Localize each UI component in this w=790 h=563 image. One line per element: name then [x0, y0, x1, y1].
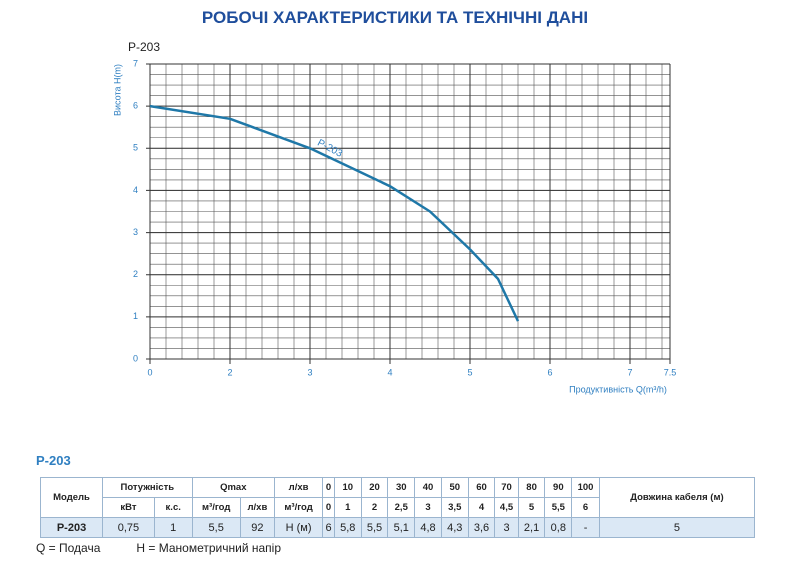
x-tick-label: 2: [227, 367, 232, 377]
subheader-cell: 0: [322, 497, 335, 518]
data-cell: H (м): [273, 517, 324, 538]
data-cell: 0,8: [544, 517, 573, 538]
subheader-cell: л/хв: [239, 497, 275, 518]
y-tick-label: 0: [133, 353, 138, 363]
data-cell: 1: [153, 517, 193, 538]
data-cell: 5,1: [387, 517, 416, 538]
footer: Q = Подача H = Манометричний напір: [36, 541, 317, 555]
x-tick-label: 7.5: [664, 367, 677, 377]
subheader-cell: 4,5: [494, 497, 519, 518]
header-cell: 70: [494, 477, 519, 498]
subheader-row: кВт к.с. м³/год л/хв м³/год 0 1 2 2,5 3 3,5 4 4,5 5 5,…: [41, 497, 755, 518]
data-cell: 4,8: [414, 517, 442, 538]
x-tick-label: 4: [387, 367, 392, 377]
header-cell: Потужність: [102, 477, 193, 498]
subheader-cell: 2,5: [387, 497, 416, 518]
subheader-cell: 4: [467, 497, 496, 518]
header-cell: 90: [544, 477, 573, 498]
footer-note: H = Манометричний напір: [136, 541, 281, 555]
data-cell: 4,3: [440, 517, 469, 538]
data-cell: 5,8: [333, 517, 362, 538]
x-tick-label: 5: [467, 367, 472, 377]
x-tick-label: 3: [307, 367, 312, 377]
header-cell: 60: [467, 477, 496, 498]
subheader-cell: 5: [517, 497, 546, 518]
y-tick-label: 3: [133, 227, 138, 237]
footer-note: Q = Подача: [36, 541, 101, 555]
subheader-cell: 1: [333, 497, 362, 518]
header-cell: л/хв: [273, 477, 324, 498]
data-cell: 5,5: [191, 517, 241, 538]
spec-table: Модель Потужність Qmax л/хв 0 10 20 30 40 50 60 70 8…: [39, 477, 756, 538]
subheader-cell: 3,5: [440, 497, 469, 518]
data-cell: 5: [598, 517, 756, 538]
header-row: Модель Потужність Qmax л/хв 0 10 20 30 40 50 60 70 8…: [39, 477, 756, 518]
subheader-cell: к.с.: [153, 497, 193, 518]
x-tick-label: 0: [147, 367, 152, 377]
data-cell: 6: [322, 517, 335, 538]
header-cell: Довжина кабеля (м): [598, 477, 756, 518]
subheader-cell: кВт: [102, 497, 155, 518]
header-cell: 50: [440, 477, 469, 498]
header-cell: 30: [387, 477, 416, 498]
data-cell: -: [571, 517, 600, 538]
x-axis-label: Продуктивність Q(m³/h): [569, 384, 667, 394]
page-title: РОБОЧІ ХАРАКТЕРИСТИКИ ТА ТЕХНІЧНІ ДАНІ: [201, 8, 589, 27]
x-tick-label: 7: [627, 367, 632, 377]
y-tick-label: 2: [133, 269, 138, 279]
header-cell: 100: [571, 477, 600, 498]
subheader-cell: 6: [571, 497, 600, 518]
header-cell: 0: [322, 477, 335, 498]
table-title: P-203: [36, 453, 71, 468]
data-cell: 3: [494, 517, 519, 538]
subheader-cell: м³/год: [191, 497, 241, 518]
y-axis-label: Висота H(m): [112, 64, 122, 116]
subheader-cell: 5,5: [544, 497, 573, 518]
chart: P-203 Висота H(m) Продуктивність Q(m³/h)…: [112, 40, 677, 394]
line-series: [149, 104, 520, 322]
y-tick-label: 4: [133, 185, 138, 195]
data-cell: 92: [239, 517, 275, 538]
header-cell: Модель: [39, 477, 104, 518]
y-tick-label: 5: [133, 143, 138, 153]
header-cell: 40: [414, 477, 442, 498]
header-cell: 80: [517, 477, 546, 498]
subheader-cell: 2: [360, 497, 389, 518]
data-cell: P-203: [39, 517, 104, 538]
y-tick-label: 7: [133, 58, 138, 68]
subheader-cell: 3: [414, 497, 442, 518]
data-cell: 5,5: [360, 517, 389, 538]
data-cell: 2,1: [517, 517, 546, 538]
header-cell: 20: [360, 477, 389, 498]
subheader-cell: м³/год: [273, 497, 324, 518]
x-tick-label: 6: [547, 367, 552, 377]
y-tick-label: 1: [133, 311, 138, 321]
header-cell: 10: [333, 477, 362, 498]
data-cell: 3,6: [467, 517, 496, 538]
y-tick-label: 6: [133, 101, 138, 111]
chart-title: P-203: [128, 40, 160, 54]
data-cell: 0,75: [102, 517, 155, 538]
data-row: P-203 0,75 1 5,5 92 H (м) 6 5,8 5,5 5,1 4,8 4,3 3,6 3…: [39, 517, 756, 538]
header-cell: Qmax: [191, 477, 275, 498]
